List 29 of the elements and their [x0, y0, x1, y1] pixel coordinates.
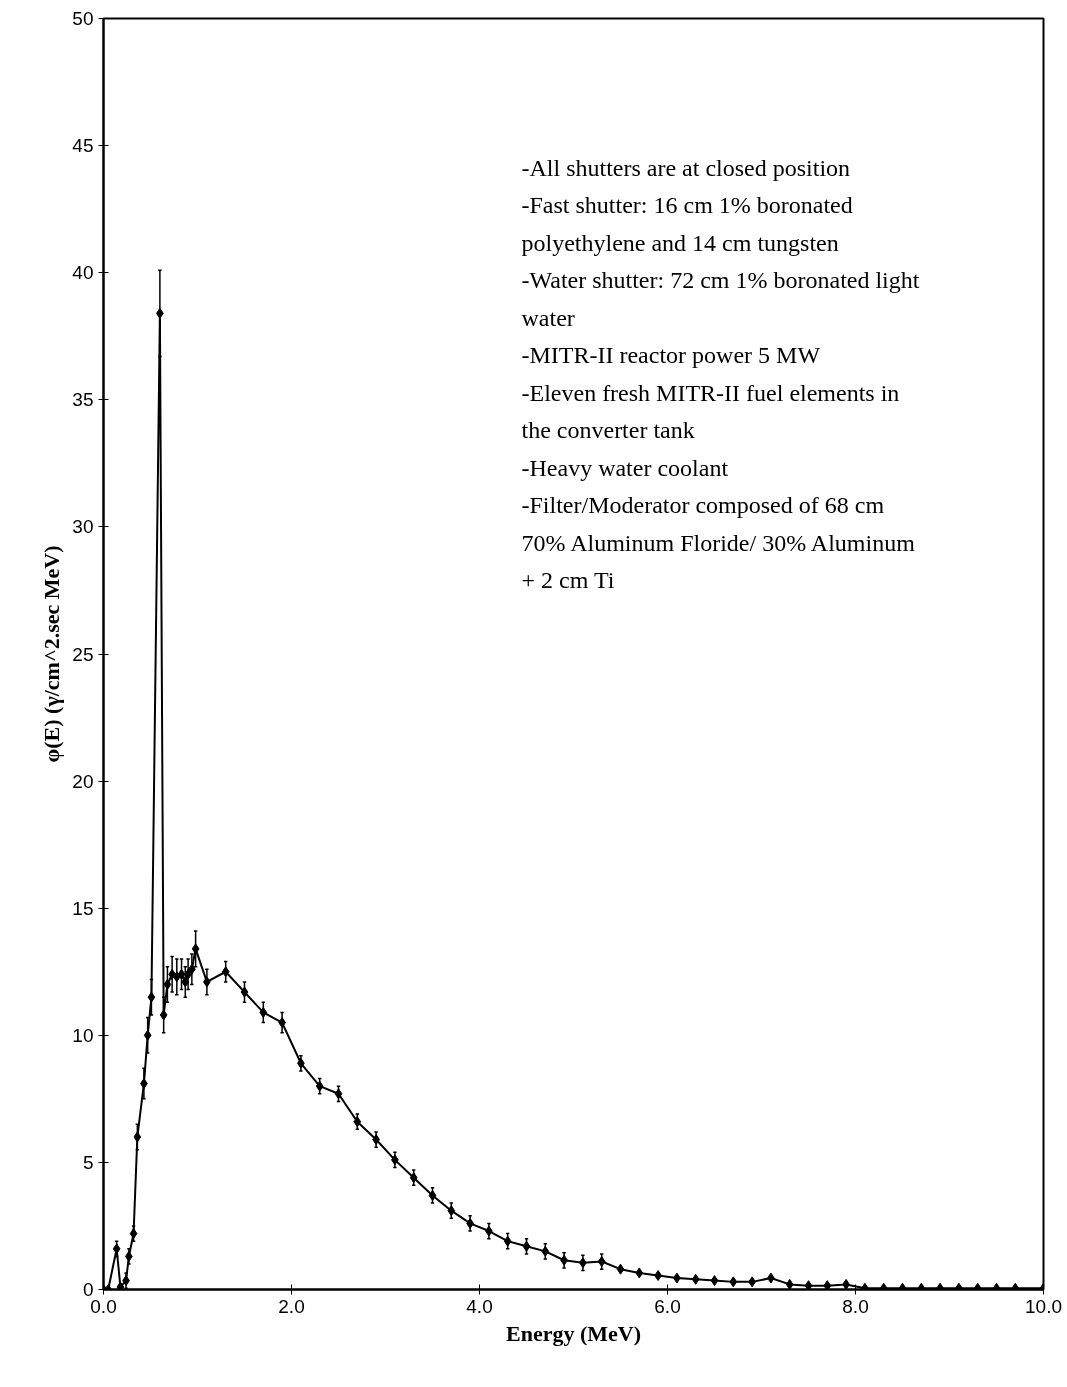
- annotation: polyethylene and 14 cm tungsten: [521, 229, 839, 256]
- annotation: + 2 cm Ti: [521, 567, 615, 593]
- y-tick-label: 30: [72, 516, 94, 538]
- x-tick-label: 8.0: [842, 1295, 869, 1317]
- y-tick-label: 10: [72, 1024, 94, 1046]
- annotation: -Filter/Moderator composed of 68 cm: [521, 492, 885, 518]
- annotation: the converter tank: [521, 417, 695, 443]
- x-axis-title: Energy (MeV): [506, 1320, 642, 1346]
- annotation: -Fast shutter: 16 cm 1% boronated: [521, 192, 853, 218]
- y-tick-label: 50: [72, 8, 94, 29]
- y-tick-label: 20: [72, 770, 94, 792]
- x-tick-label: 2.0: [278, 1295, 305, 1317]
- y-tick-label: 35: [72, 389, 94, 411]
- y-tick-label: 25: [72, 643, 94, 665]
- annotation: -Heavy water coolant: [521, 454, 729, 481]
- x-tick-label: 6.0: [654, 1295, 681, 1317]
- annotation: -Water shutter: 72 cm 1% boronated light: [521, 267, 920, 293]
- y-tick-label: 5: [82, 1151, 94, 1173]
- y-axis-title: φ(E) (γ/cm^2.sec MeV): [39, 545, 65, 763]
- annotation: -MITR-II reactor power 5 MW: [521, 342, 821, 368]
- annotation: water: [521, 304, 575, 331]
- annotation: -All shutters are at closed position: [521, 154, 851, 181]
- y-tick-label: 45: [72, 135, 94, 157]
- x-tick-label: 4.0: [466, 1295, 493, 1317]
- y-tick-label: 40: [72, 262, 94, 284]
- y-tick-label: 15: [72, 897, 94, 919]
- x-tick-label: 10.0: [1025, 1295, 1062, 1317]
- annotation: -Eleven fresh MITR-II fuel elements in: [521, 379, 900, 406]
- annotation: 70% Aluminum Floride/ 30% Aluminum: [521, 529, 916, 556]
